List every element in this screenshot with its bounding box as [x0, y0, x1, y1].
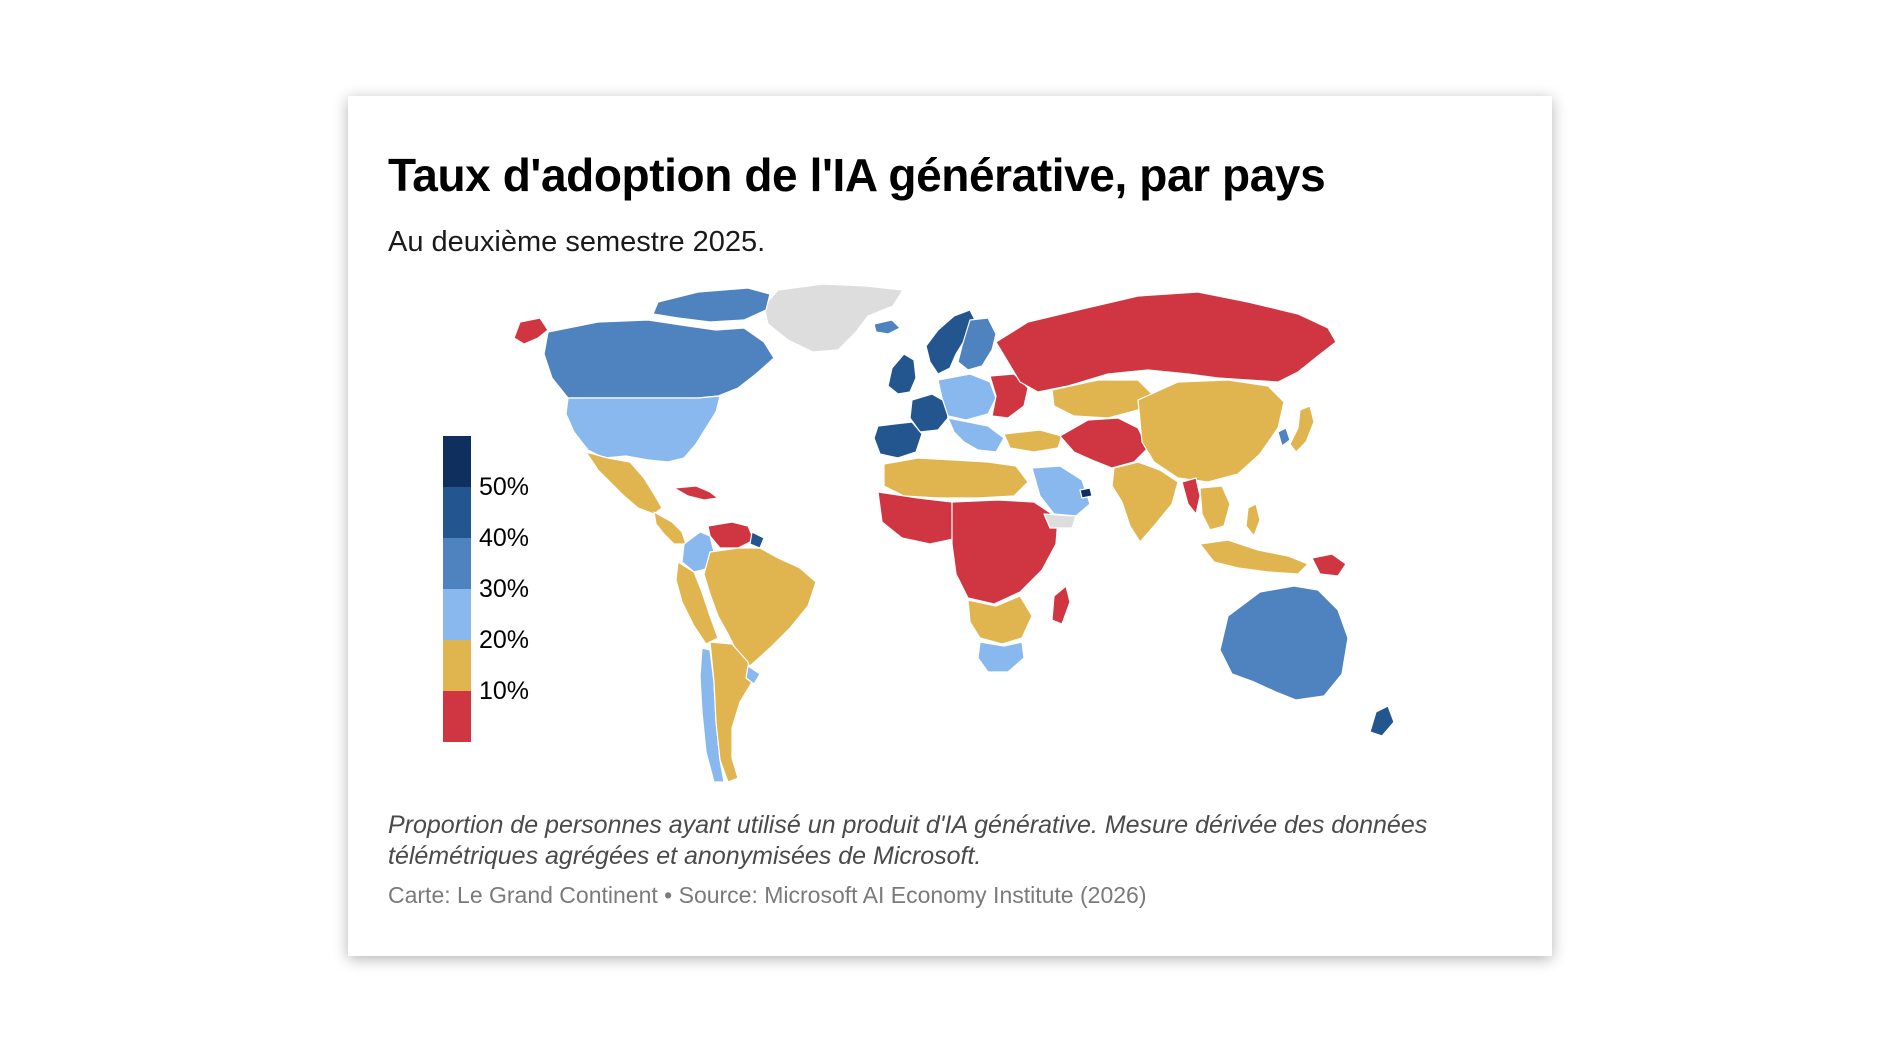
- legend-label-50: 50%: [479, 473, 530, 501]
- map-title: Taux d'adoption de l'IA générative, par …: [388, 149, 1326, 201]
- region-usa: [565, 395, 721, 463]
- region-arabian-peninsula: [1031, 465, 1091, 517]
- legend-label-40: 40%: [479, 524, 530, 552]
- legend-label-20: 20%: [479, 626, 530, 654]
- region-new-zealand: [1369, 705, 1395, 737]
- region-venezuela: [707, 521, 755, 549]
- legend-swatch-10-20: [443, 640, 471, 691]
- region-southern-africa-mix: [967, 595, 1033, 645]
- legend-swatch-50plus: [443, 436, 471, 487]
- region-central-europe: [937, 373, 997, 421]
- region-france: [909, 393, 949, 433]
- region-korea: [1277, 427, 1291, 447]
- legend-swatch-0-10: [443, 691, 471, 742]
- region-australia: [1219, 585, 1349, 701]
- region-myanmar: [1181, 477, 1201, 515]
- region-canada: [543, 319, 775, 399]
- region-north-africa: [883, 457, 1029, 499]
- world-map: [513, 283, 1395, 783]
- region-turkey: [1003, 429, 1063, 453]
- map-legend: 50% 40% 30% 20% 10%: [443, 436, 563, 746]
- region-andes: [675, 561, 719, 645]
- map-card: Taux d'adoption de l'IA générative, par …: [348, 96, 1552, 956]
- region-mexico: [585, 451, 663, 515]
- region-papua-new-guinea: [1311, 553, 1347, 577]
- region-uk-ireland: [887, 353, 917, 395]
- region-kazakhstan: [1051, 379, 1153, 419]
- legend-swatch-30-40: [443, 538, 471, 589]
- region-canada-north: [652, 287, 771, 323]
- region-iceland: [873, 319, 901, 335]
- region-uae: [1079, 487, 1093, 499]
- region-guiana: [749, 531, 765, 549]
- region-spain: [873, 421, 923, 459]
- region-madagascar: [1051, 585, 1071, 625]
- region-iran-central-asia: [1059, 417, 1149, 469]
- region-uruguay: [745, 665, 761, 685]
- region-south-africa: [977, 641, 1025, 673]
- legend-swatch-20-30: [443, 589, 471, 640]
- legend-label-30: 30%: [479, 575, 530, 603]
- region-yemen: [1043, 513, 1077, 529]
- region-south-asia: [1111, 461, 1179, 543]
- region-russia: [995, 291, 1337, 393]
- region-philippines: [1245, 503, 1261, 537]
- region-caribbean: [673, 485, 719, 501]
- map-subtitle: Au deuxième semestre 2025.: [388, 226, 766, 258]
- legend-swatch-40-50: [443, 487, 471, 538]
- region-central-east-africa: [951, 499, 1059, 605]
- region-indonesia: [1199, 539, 1309, 575]
- legend-label-10: 10%: [479, 677, 530, 705]
- region-japan: [1289, 405, 1315, 453]
- region-central-america: [653, 511, 687, 545]
- region-finland-baltics: [957, 317, 997, 371]
- map-source: Carte: Le Grand Continent • Source: Micr…: [388, 882, 1147, 908]
- region-brazil: [703, 547, 817, 667]
- region-greenland: [763, 283, 904, 353]
- region-balkans-italy: [947, 417, 1005, 453]
- region-alaska: [513, 317, 549, 345]
- map-footnote: Proportion de personnes ayant utilisé un…: [388, 811, 1428, 870]
- region-argentina: [709, 641, 753, 783]
- region-china-mongolia: [1137, 379, 1285, 483]
- region-mainland-southeast-asia: [1199, 485, 1231, 531]
